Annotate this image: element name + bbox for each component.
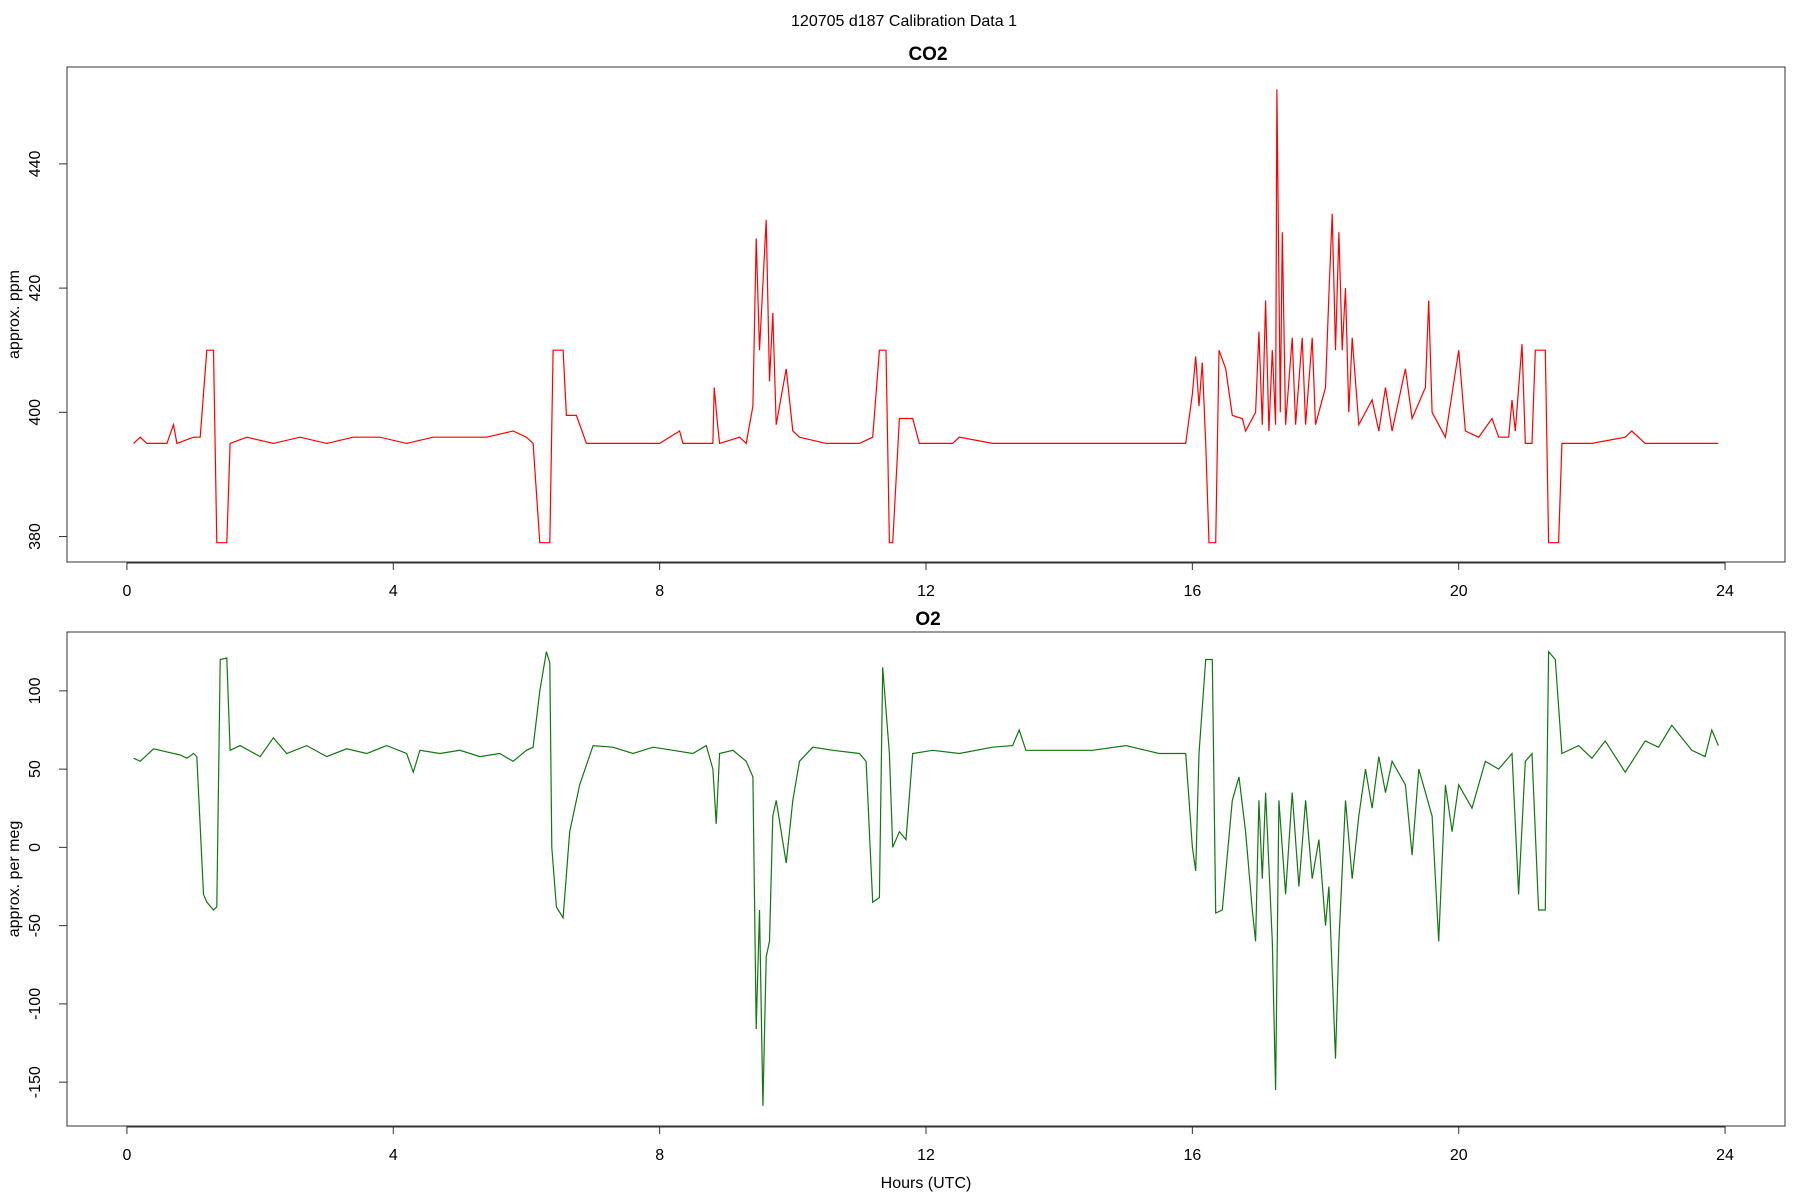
y-tick-label: 100 [27, 677, 44, 704]
data-line [133, 89, 1719, 544]
x-tick-label: 8 [655, 1147, 664, 1164]
figure-title: 120705 d187 Calibration Data 1 [791, 13, 1017, 30]
x-tick-label: 12 [917, 1147, 935, 1164]
y-tick-label: 440 [27, 150, 44, 177]
data-line [133, 650, 1719, 1106]
chart-title: CO2 [908, 44, 947, 65]
x-tick-label: 8 [655, 583, 664, 600]
x-tick-label: 16 [1183, 583, 1201, 600]
plot-box [66, 631, 1786, 1127]
x-tick-label: 24 [1716, 583, 1734, 600]
chart-title: O2 [915, 609, 940, 630]
x-tick-label: 0 [122, 583, 131, 600]
y-tick-label: -150 [27, 1066, 44, 1098]
x-tick-label: 20 [1450, 583, 1468, 600]
y-tick-label: 420 [27, 275, 44, 302]
x-tick-label: 16 [1183, 1147, 1201, 1164]
x-tick-label: 12 [917, 583, 935, 600]
plot-box [66, 66, 1786, 563]
y-tick-label: 50 [27, 760, 44, 778]
y-tick-label: -100 [27, 988, 44, 1020]
x-axis-label: Hours (UTC) [881, 1175, 972, 1192]
y-axis-label: approx. ppm [6, 270, 23, 359]
y-tick-label: 400 [27, 399, 44, 426]
x-tick-label: 4 [389, 1147, 398, 1164]
x-tick-label: 0 [122, 1147, 131, 1164]
y-tick-label: 0 [27, 843, 44, 852]
x-tick-label: 4 [389, 583, 398, 600]
y-tick-label: -50 [27, 914, 44, 937]
y-axis-label: approx. per meg [6, 821, 23, 938]
x-tick-label: 20 [1450, 1147, 1468, 1164]
x-tick-label: 24 [1716, 1147, 1734, 1164]
y-tick-label: 380 [27, 523, 44, 550]
